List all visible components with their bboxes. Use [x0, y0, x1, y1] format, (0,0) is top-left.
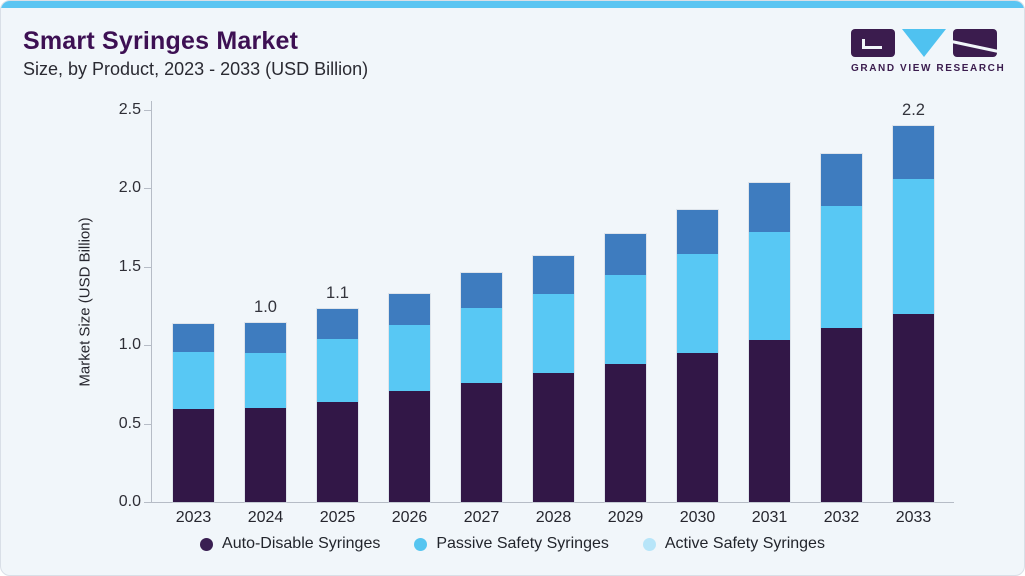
legend-item: Auto-Disable Syringes: [200, 535, 380, 553]
legend-label: Active Safety Syringes: [664, 535, 825, 552]
gvr-logo: GRAND VIEW RESEARCH: [851, 29, 1006, 74]
y-tick-mark: [144, 345, 151, 346]
page-title: Smart Syringes Market: [23, 27, 299, 55]
bar-segment-2031: [749, 183, 790, 232]
bar-segment-2029: [605, 364, 646, 502]
y-tick-mark: [144, 188, 151, 189]
x-tick-label-2030: 2030: [679, 509, 716, 526]
legend-dot-icon: [200, 537, 214, 551]
bar-segment-2033: [893, 126, 934, 179]
logo-wordmark: GRAND VIEW RESEARCH: [851, 63, 1006, 74]
bar-segment-2029: [605, 275, 646, 364]
bar-segment-2032: [821, 206, 862, 328]
bar-segment-2028: [533, 294, 574, 373]
bar-segment-2024: [245, 408, 286, 502]
legend-label: Auto-Disable Syringes: [222, 535, 381, 552]
bar-segment-2029: [605, 234, 646, 275]
y-tick-mark: [144, 266, 151, 268]
bar-segment-2030: [677, 254, 718, 353]
bar-segment-2028: [533, 373, 574, 502]
x-tick-label-2024: 2024: [247, 509, 284, 526]
legend-item: Passive Safety Syringes: [414, 535, 609, 553]
y-tick-label: 1.0: [118, 336, 141, 353]
bar-segment-2026: [389, 325, 430, 391]
x-axis-line: [151, 502, 954, 503]
y-tick-label: 0.5: [118, 414, 141, 432]
gvr-logo-marks: [851, 29, 997, 58]
bar-segment-2033: [893, 179, 934, 314]
bar-segment-2033: [893, 314, 934, 502]
bar-segment-2032: [821, 328, 862, 502]
bar-segment-2030: [677, 353, 718, 502]
y-tick-label: 1.5: [118, 257, 141, 275]
bar-segment-2030: [677, 210, 718, 254]
y-tick-label: 0.0: [118, 493, 141, 510]
bar-segment-2023: [173, 324, 214, 352]
x-tick-label-2029: 2029: [607, 509, 644, 526]
logo-g-block-icon: [851, 29, 895, 57]
y-axis-line: [151, 101, 152, 502]
bar-segment-2023: [173, 409, 214, 502]
chart-legend: Auto-Disable Syringes Passive Safety Syri…: [1, 535, 1024, 553]
bar-segment-2025: [317, 339, 358, 402]
top-accent-strip: [1, 1, 1024, 8]
bar-segment-2025: [317, 309, 358, 339]
bar-segment-2026: [389, 294, 430, 325]
y-axis-title: Market Size (USD Billion): [76, 217, 94, 387]
y-tick-label: 2.0: [118, 179, 141, 196]
legend-dot-icon: [642, 537, 656, 551]
x-tick-label-2031: 2031: [751, 509, 788, 526]
bar-segment-2027: [461, 273, 502, 308]
x-tick-label-2027: 2027: [463, 509, 500, 526]
bar-value-label-2025: 1.1: [326, 284, 349, 302]
legend-item: Active Safety Syringes: [642, 535, 825, 553]
x-tick-label-2028: 2028: [535, 509, 572, 526]
bar-segment-2027: [461, 308, 502, 383]
y-tick-label: 2.5: [118, 100, 141, 118]
bar-segment-2026: [389, 391, 430, 502]
bar-segment-2025: [317, 402, 358, 502]
legend-label: Passive Safety Syringes: [436, 535, 609, 552]
logo-r-block-icon: [953, 29, 997, 57]
x-tick-label-2023: 2023: [175, 509, 212, 526]
bar-segment-2031: [749, 232, 790, 340]
y-tick-mark: [144, 109, 151, 111]
legend-dot-icon: [414, 537, 428, 551]
bar-segment-2028: [533, 256, 574, 294]
logo-v-triangle-icon: [902, 29, 946, 57]
y-tick-mark: [144, 423, 151, 425]
bar-segment-2024: [245, 323, 286, 353]
x-tick-label-2032: 2032: [823, 509, 860, 526]
bar-value-label-2033: 2.2: [902, 101, 925, 119]
x-tick-label-2033: 2033: [895, 509, 932, 526]
bar-segment-2031: [749, 340, 790, 502]
bar-segment-2027: [461, 383, 502, 502]
page-subtitle: Size, by Product, 2023 - 2033 (USD Billi…: [23, 59, 369, 79]
bar-value-label-2024: 1.0: [254, 298, 277, 316]
x-tick-label-2026: 2026: [391, 509, 428, 526]
bar-segment-2024: [245, 353, 286, 408]
y-tick-mark: [144, 502, 151, 503]
bar-segment-2023: [173, 352, 214, 409]
x-tick-label-2025: 2025: [319, 509, 356, 526]
bar-segment-2032: [821, 154, 862, 206]
